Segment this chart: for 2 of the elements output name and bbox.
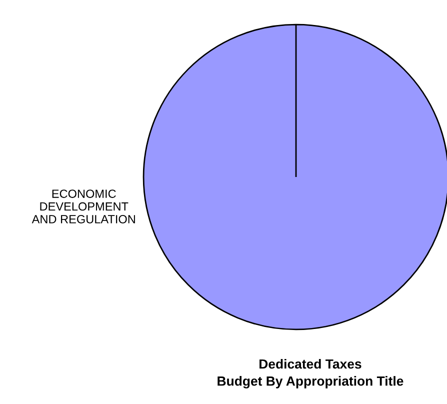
- text: Dedicated Taxes Budget By Appropriation Title: [218, 358, 404, 388]
- slice-label: ECONOMIC DEVELOPMENT AND REGULATION: [32, 190, 135, 224]
